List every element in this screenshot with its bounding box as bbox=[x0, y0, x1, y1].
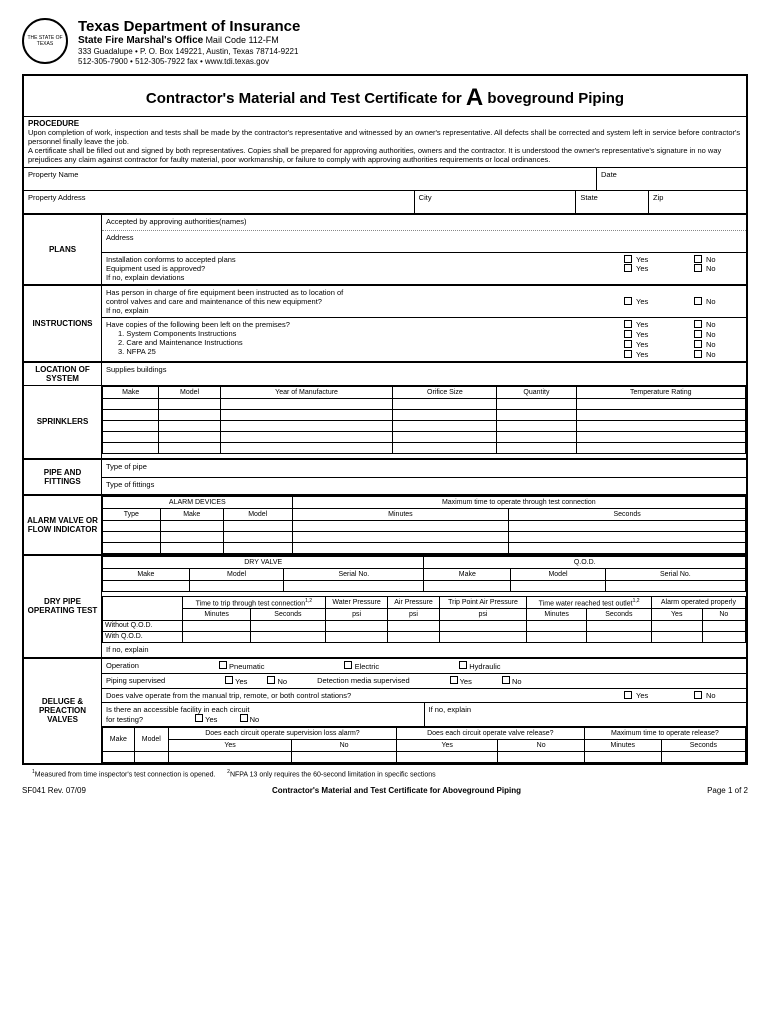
instructions-section: INSTRUCTIONS Has person in charge of fir… bbox=[24, 286, 746, 363]
checkbox[interactable] bbox=[240, 714, 248, 722]
mail-code: Mail Code 112-FM bbox=[205, 35, 278, 45]
plans-questions: Installation conforms to accepted plans … bbox=[102, 253, 746, 284]
property-name-field[interactable]: Property Name bbox=[24, 168, 596, 190]
address-line-2: 512-305-7900 • 512-305-7922 fax • www.td… bbox=[78, 57, 300, 66]
sprinklers-section: SPRINKLERS MakeModelYear of ManufactureO… bbox=[24, 386, 746, 460]
state-seal-icon: THE STATE OF TEXAS bbox=[22, 18, 68, 64]
procedure-p2: A certificate shall be filled out and si… bbox=[28, 147, 742, 164]
checkbox[interactable] bbox=[624, 255, 632, 263]
checkbox[interactable] bbox=[344, 661, 352, 669]
footer-title: Contractor's Material and Test Certifica… bbox=[272, 786, 521, 795]
form-title: Contractor's Material and Test Certifica… bbox=[24, 76, 746, 117]
property-address-field[interactable]: Property Address bbox=[24, 191, 414, 213]
piping-row: Piping supervised Yes No Detection media… bbox=[102, 674, 746, 689]
deluge-section: DELUGE & PREACTION VALVES Operation Pneu… bbox=[24, 659, 746, 763]
state-field[interactable]: State bbox=[575, 191, 648, 213]
dry-pipe-label: DRY PIPE OPERATING TEST bbox=[24, 556, 102, 657]
address-line-1: 333 Guadalupe • P. O. Box 149221, Austin… bbox=[78, 47, 300, 56]
dry-ifno-field[interactable]: If no, explain bbox=[102, 643, 746, 657]
procedure-p1: Upon completion of work, inspection and … bbox=[28, 129, 742, 146]
procedure-label: PROCEDURE bbox=[28, 119, 742, 128]
checkbox[interactable] bbox=[624, 330, 632, 338]
checkbox[interactable] bbox=[624, 320, 632, 328]
accepted-by-field[interactable]: Accepted by approving authorities(names) bbox=[102, 215, 746, 231]
fittings-type-field[interactable]: Type of fittings bbox=[102, 478, 746, 494]
checkbox[interactable] bbox=[624, 340, 632, 348]
checkbox[interactable] bbox=[267, 676, 275, 684]
zip-field[interactable]: Zip bbox=[648, 191, 746, 213]
dept-title: Texas Department of Insurance bbox=[78, 18, 300, 35]
dry-valve-table[interactable]: DRY VALVEQ.O.D. MakeModelSerial No.MakeM… bbox=[102, 556, 746, 592]
pipe-type-field[interactable]: Type of pipe bbox=[102, 460, 746, 478]
deluge-label: DELUGE & PREACTION VALVES bbox=[24, 659, 102, 763]
instructions-q1: Has person in charge of fire equipment b… bbox=[102, 286, 746, 318]
city-field[interactable]: City bbox=[414, 191, 576, 213]
deluge-table[interactable]: Make Model Does each circuit operate sup… bbox=[102, 727, 746, 763]
checkbox[interactable] bbox=[694, 320, 702, 328]
accessible-row: Is there an accessible facility in each … bbox=[102, 703, 746, 727]
office-title: State Fire Marshal's Office bbox=[78, 35, 203, 46]
pipe-section: PIPE AND FITTINGS Type of pipe Type of f… bbox=[24, 460, 746, 496]
checkbox[interactable] bbox=[624, 350, 632, 358]
checkbox[interactable] bbox=[624, 297, 632, 305]
checkbox[interactable] bbox=[694, 350, 702, 358]
date-field[interactable]: Date bbox=[596, 168, 746, 190]
alarm-table[interactable]: ALARM DEVICESMaximum time to operate thr… bbox=[102, 496, 746, 554]
location-label: LOCATION OF SYSTEM bbox=[24, 363, 102, 385]
instructions-q2: Have copies of the following been left o… bbox=[102, 318, 746, 361]
checkbox[interactable] bbox=[195, 714, 203, 722]
footnotes: 1Measured from time inspector's test con… bbox=[22, 765, 748, 782]
dry-test-table[interactable]: Time to trip through test connection1,2 … bbox=[102, 596, 746, 643]
checkbox[interactable] bbox=[694, 264, 702, 272]
header: THE STATE OF TEXAS Texas Department of I… bbox=[22, 18, 748, 66]
form-number: SF041 Rev. 07/09 bbox=[22, 786, 86, 795]
checkbox[interactable] bbox=[694, 297, 702, 305]
form-container: Contractor's Material and Test Certifica… bbox=[22, 74, 748, 765]
checkbox[interactable] bbox=[694, 340, 702, 348]
plans-address-field[interactable]: Address bbox=[102, 231, 746, 253]
location-section: LOCATION OF SYSTEM Supplies buildings bbox=[24, 363, 746, 386]
operation-row: Operation Pneumatic Electric Hydraulic bbox=[102, 659, 746, 674]
checkbox[interactable] bbox=[694, 330, 702, 338]
checkbox[interactable] bbox=[502, 676, 510, 684]
checkbox[interactable] bbox=[450, 676, 458, 684]
checkbox[interactable] bbox=[624, 691, 632, 699]
sprinklers-label: SPRINKLERS bbox=[24, 386, 102, 458]
plans-label: PLANS bbox=[24, 215, 102, 284]
alarm-section: ALARM VALVE OR FLOW INDICATOR ALARM DEVI… bbox=[24, 496, 746, 556]
dry-pipe-section: DRY PIPE OPERATING TEST DRY VALVEQ.O.D. … bbox=[24, 556, 746, 659]
checkbox[interactable] bbox=[694, 691, 702, 699]
sprinklers-table[interactable]: MakeModelYear of ManufactureOrifice Size… bbox=[102, 386, 746, 454]
checkbox[interactable] bbox=[225, 676, 233, 684]
page-footer: SF041 Rev. 07/09 Contractor's Material a… bbox=[22, 782, 748, 799]
alarm-label: ALARM VALVE OR FLOW INDICATOR bbox=[24, 496, 102, 554]
plans-section: PLANS Accepted by approving authorities(… bbox=[24, 215, 746, 286]
instructions-label: INSTRUCTIONS bbox=[24, 286, 102, 361]
valve-operate-row: Does valve operate from the manual trip,… bbox=[102, 689, 746, 703]
supplies-buildings-field[interactable]: Supplies buildings bbox=[102, 363, 746, 377]
page-number: Page 1 of 2 bbox=[707, 786, 748, 795]
checkbox[interactable] bbox=[694, 255, 702, 263]
checkbox[interactable] bbox=[219, 661, 227, 669]
procedure-section: PROCEDURE Upon completion of work, inspe… bbox=[24, 117, 746, 168]
pipe-label: PIPE AND FITTINGS bbox=[24, 460, 102, 494]
checkbox[interactable] bbox=[624, 264, 632, 272]
checkbox[interactable] bbox=[459, 661, 467, 669]
